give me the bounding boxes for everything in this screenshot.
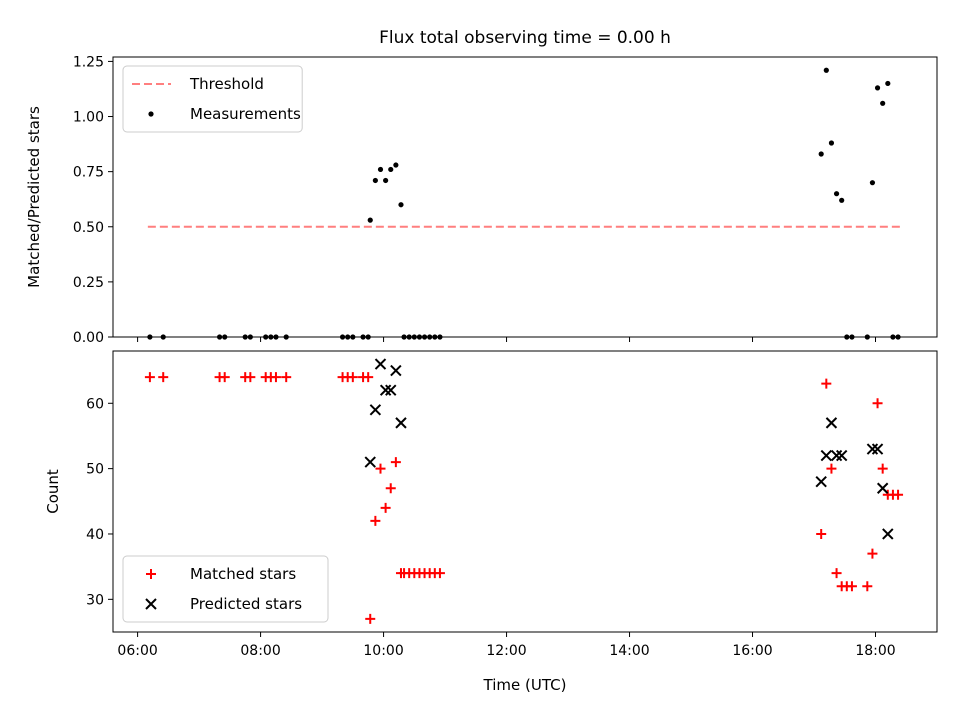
matched-stars-point-1: [158, 372, 169, 383]
measurements-point-21: [398, 202, 404, 208]
predicted-stars-point-3: [379, 384, 392, 396]
predicted-stars-point-8: [820, 449, 833, 462]
p2-ytick-label-3: 60: [86, 396, 104, 412]
matched-stars-point-5: [245, 372, 256, 383]
bottom-panel-counts: 06:00 08:00 10:00 12:00 14:00 16:00 18:00 30 40 5…: [44, 350, 938, 694]
matched-stars-point-38: [867, 548, 878, 559]
p2-series-matched-stars: [144, 372, 904, 624]
measurements-point-39: [874, 85, 881, 91]
measurements-point-31: [823, 67, 829, 73]
p1-ytick-label-5: 1.25: [73, 54, 104, 70]
matched-stars-point-3: [219, 372, 230, 383]
predicted-stars-point-5: [390, 364, 402, 377]
p2-xtick-label-1600: 16:00: [732, 643, 772, 659]
measurements-point-20: [393, 162, 399, 168]
measurements-point-19: [388, 166, 394, 173]
predicted-stars-point-4: [385, 384, 397, 396]
matched-stars-point-30: [816, 528, 827, 539]
p2-legend-label-matched-stars: Matched stars: [190, 565, 296, 583]
p1-ytick-label-2: 0.50: [73, 220, 104, 236]
matched-stars-point-43: [893, 489, 904, 500]
top-panel-ratio: 0.00 0.25 0.50 0.75 1.00 1.25 Matched/Predicte…: [25, 54, 938, 346]
predicted-stars-point-14: [876, 482, 889, 494]
measurements-point-38: [869, 180, 876, 186]
p1-legend-box: [122, 65, 303, 133]
measurements-point-33: [833, 191, 840, 197]
predicted-stars-point-10: [830, 449, 843, 462]
measurements-point-41: [885, 80, 891, 87]
p1-axes-frame: [112, 56, 938, 338]
measurements-point-30: [818, 151, 824, 157]
p2-ytick-label-1: 40: [86, 527, 104, 543]
p1-ytick-label-0: 0.00: [73, 330, 104, 346]
matched-stars-point-0: [144, 372, 155, 383]
measurements-point-17: [377, 166, 384, 173]
p1-series-measurements: [147, 67, 901, 340]
predicted-stars-point-1: [369, 404, 382, 416]
matched-stars-point-19: [385, 483, 396, 494]
matched-stars-point-9: [281, 372, 292, 383]
p2-xtick-label-1800: 18:00: [855, 643, 895, 659]
predicted-stars-point-6: [395, 417, 407, 429]
p1-legend-label-measurements: Measurements: [190, 105, 301, 123]
p2-legend-marker-matched-stars: [146, 569, 156, 579]
p1-legend: Threshold Measurements: [122, 65, 303, 133]
measurements-point-32: [828, 140, 835, 146]
p1-legend-marker-measurements: [148, 111, 154, 117]
p2-ytick-label-2: 50: [86, 462, 104, 478]
matched-stars-point-29: [434, 568, 445, 579]
p2-axes-frame: [112, 350, 938, 633]
p1-ytick-label-3: 0.75: [73, 165, 104, 181]
predicted-stars-point-7: [815, 475, 827, 488]
measurements-point-34: [839, 197, 845, 203]
p1-ytick-label-1: 0.25: [73, 275, 104, 291]
chart-title: Flux total observing time = 0.00 h: [379, 28, 671, 48]
p2-ytick-label-0: 30: [86, 592, 104, 608]
matched-stars-point-40: [877, 463, 888, 474]
p2-legend-box: [122, 555, 329, 623]
p2-xtick-label-1000: 10:00: [363, 643, 403, 659]
predicted-stars-point-13: [871, 443, 884, 455]
p2-xtick-label-1200: 12:00: [486, 643, 526, 659]
measurements-point-18: [383, 177, 389, 184]
matched-stars-point-36: [846, 581, 857, 592]
predicted-stars-point-0: [364, 456, 376, 468]
matched-stars-point-17: [375, 463, 386, 474]
p2-xtick-label-1400: 14:00: [609, 643, 649, 659]
predicted-stars-point-2: [374, 358, 387, 370]
matched-stars-point-12: [347, 372, 358, 383]
p1-ytick-label-4: 1.00: [73, 110, 104, 126]
matched-stars-point-32: [826, 463, 837, 474]
predicted-stars-point-9: [825, 417, 838, 429]
matched-stars-point-14: [363, 372, 374, 383]
matched-stars-point-8: [270, 372, 281, 383]
measurements-point-16: [372, 177, 378, 184]
p1-ylabel: Matched/Predicted stars: [25, 106, 43, 288]
p1-legend-label-threshold: Threshold: [189, 75, 264, 93]
matched-stars-point-39: [872, 398, 883, 409]
p2-xtick-label-0800: 08:00: [240, 643, 280, 659]
p2-ylabel: Count: [44, 469, 62, 514]
matched-stars-point-31: [821, 378, 832, 389]
matched-stars-point-16: [370, 515, 381, 526]
matched-stars-point-18: [380, 502, 391, 513]
measurements-point-40: [880, 100, 886, 106]
p2-xtick-label-0600: 06:00: [117, 643, 157, 659]
p2-legend-marker-predicted-stars: [145, 598, 157, 610]
p2-xlabel: Time (UTC): [483, 676, 567, 694]
matched-stars-point-15: [365, 613, 376, 624]
p2-series-predicted-stars: [364, 358, 894, 540]
predicted-stars-point-12: [866, 443, 879, 455]
measurements-point-15: [367, 217, 373, 223]
matched-stars-point-20: [390, 457, 401, 468]
matched-stars-point-37: [862, 581, 873, 592]
matched-stars-point-33: [831, 568, 842, 579]
predicted-stars-point-15: [882, 528, 894, 540]
predicted-stars-point-11: [835, 449, 848, 462]
p2-legend: Matched stars Predicted stars: [122, 555, 329, 623]
p2-legend-label-predicted-stars: Predicted stars: [190, 595, 302, 613]
